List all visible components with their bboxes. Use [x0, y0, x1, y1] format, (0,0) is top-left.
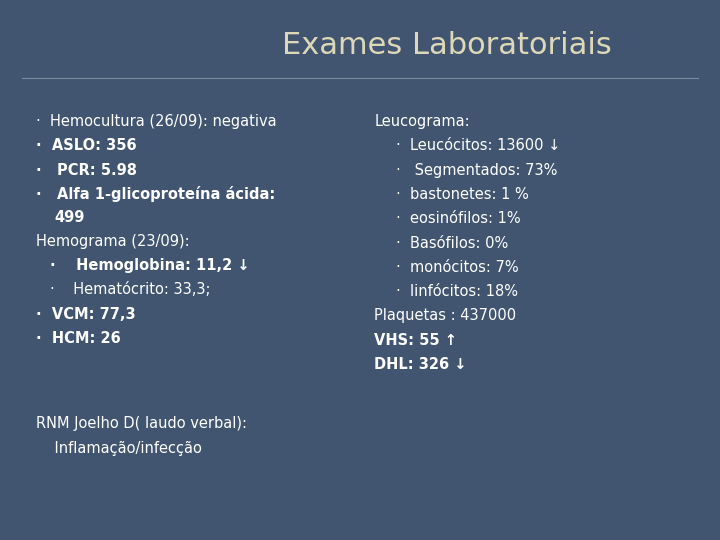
Text: ·  eosinófilos: 1%: · eosinófilos: 1%: [396, 211, 521, 226]
Text: Leucograma:: Leucograma:: [374, 114, 470, 129]
Text: Hemograma (23/09):: Hemograma (23/09):: [36, 234, 189, 249]
Text: Exames Laboratoriais: Exames Laboratoriais: [282, 31, 611, 60]
Text: 499: 499: [54, 210, 84, 225]
Text: ·    Hematócrito: 33,3;: · Hematócrito: 33,3;: [50, 282, 211, 298]
Text: ·  Hemocultura (26/09): negativa: · Hemocultura (26/09): negativa: [36, 114, 276, 129]
Text: ·    Hemoglobina: 11,2 ↓: · Hemoglobina: 11,2 ↓: [50, 258, 250, 273]
Text: ·  monócitos: 7%: · monócitos: 7%: [396, 260, 518, 275]
Text: RNM Joelho D( laudo verbal):: RNM Joelho D( laudo verbal):: [36, 416, 247, 431]
Text: ·  linfócitos: 18%: · linfócitos: 18%: [396, 284, 518, 299]
Text: ·  ASLO: 356: · ASLO: 356: [36, 138, 137, 153]
Text: ·  HCM: 26: · HCM: 26: [36, 331, 121, 346]
Text: ·   PCR: 5.98: · PCR: 5.98: [36, 163, 137, 178]
Text: ·  VCM: 77,3: · VCM: 77,3: [36, 307, 135, 322]
Text: ·  Basófilos: 0%: · Basófilos: 0%: [396, 235, 508, 251]
Text: Inflamação/infecção: Inflamação/infecção: [36, 441, 202, 456]
Text: DHL: 326 ↓: DHL: 326 ↓: [374, 357, 467, 372]
Text: ·   Alfa 1-glicoproteína ácida:: · Alfa 1-glicoproteína ácida:: [36, 186, 275, 202]
Text: Plaquetas : 437000: Plaquetas : 437000: [374, 308, 516, 323]
Text: ·  bastonetes: 1 %: · bastonetes: 1 %: [396, 187, 528, 202]
Text: ·  Leucócitos: 13600 ↓: · Leucócitos: 13600 ↓: [396, 138, 560, 153]
Text: VHS: 55 ↑: VHS: 55 ↑: [374, 333, 457, 348]
Text: ·   Segmentados: 73%: · Segmentados: 73%: [396, 163, 557, 178]
